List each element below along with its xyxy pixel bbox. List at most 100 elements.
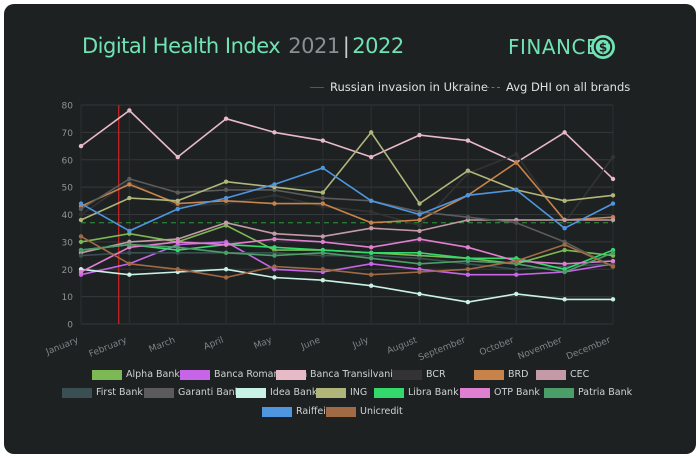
x-tick-label: September	[417, 335, 467, 363]
data-point	[272, 275, 277, 280]
data-point	[417, 212, 422, 217]
series-line	[80, 243, 614, 271]
data-point	[78, 253, 84, 258]
data-point	[127, 250, 132, 256]
data-point	[417, 269, 422, 275]
legend-swatch	[180, 370, 210, 380]
y-tick-label: 10	[62, 293, 74, 303]
data-point	[272, 236, 277, 242]
data-point	[417, 132, 422, 138]
series-line	[80, 268, 613, 303]
legend-label: Libra Bank	[408, 387, 459, 398]
legend-label: BRD	[508, 369, 529, 380]
data-point	[562, 217, 567, 223]
data-point	[127, 176, 132, 182]
data-point	[127, 195, 132, 201]
data-point	[514, 152, 519, 157]
data-point	[320, 267, 326, 272]
data-point	[562, 242, 567, 247]
series-line	[80, 241, 614, 276]
data-point	[417, 261, 422, 266]
data-point	[223, 275, 229, 280]
data-point	[223, 187, 229, 193]
legend-swatch	[62, 388, 92, 398]
data-point	[465, 245, 471, 250]
legend-swatch	[144, 388, 174, 398]
data-point	[368, 256, 374, 261]
data-point	[610, 258, 616, 264]
series-line	[80, 178, 614, 268]
data-point	[175, 198, 180, 204]
year-2021: 2021	[288, 34, 340, 58]
data-point	[320, 278, 326, 283]
series-line	[80, 235, 614, 279]
legend-swatch	[262, 407, 292, 417]
y-tick-label: 70	[62, 129, 74, 139]
data-point	[514, 258, 519, 264]
data-point	[514, 291, 519, 297]
data-point	[465, 267, 471, 272]
data-point	[78, 239, 84, 245]
data-point	[272, 193, 277, 198]
chart-card: Digital Health Index 2021 | 2022 FINANCE $ …	[4, 4, 696, 454]
series-line	[80, 243, 614, 273]
y-tick-label: 20	[62, 266, 74, 276]
legend-label: Banca Transilvania	[310, 369, 399, 380]
data-point	[465, 215, 471, 220]
data-point	[610, 176, 616, 182]
data-point	[368, 225, 374, 231]
legend-label: BCR	[426, 369, 446, 380]
data-point	[175, 154, 180, 160]
data-point	[272, 182, 277, 187]
data-point	[562, 225, 567, 231]
data-point	[272, 245, 277, 250]
data-point	[78, 234, 84, 239]
dollar-refresh-icon: $	[591, 35, 615, 59]
data-point	[562, 247, 567, 253]
legend-label: Alpha Bank	[126, 369, 180, 380]
data-point	[417, 250, 422, 256]
data-point	[320, 165, 326, 171]
data-point	[562, 269, 567, 275]
data-point	[514, 272, 519, 277]
x-tick-label: February	[88, 335, 129, 359]
x-tick-label: March	[148, 336, 177, 356]
legend-label: Garanti Bank	[178, 387, 241, 398]
data-point	[610, 154, 616, 160]
data-point	[127, 261, 132, 266]
data-point	[368, 154, 374, 160]
data-point	[127, 108, 132, 113]
data-point	[78, 206, 84, 212]
legend-label: Idea Bank	[270, 387, 318, 398]
data-point	[465, 299, 471, 305]
data-point	[465, 138, 471, 143]
data-point	[465, 258, 471, 264]
data-point	[368, 272, 374, 277]
data-point	[175, 245, 180, 250]
data-point	[368, 209, 374, 214]
x-tick-label: January	[44, 335, 81, 358]
series-line	[80, 131, 614, 221]
data-point	[417, 256, 422, 261]
legend-label: ING	[350, 387, 368, 398]
x-tick-label: May	[253, 335, 275, 351]
data-point	[562, 130, 567, 135]
legend-label: Unicredit	[360, 406, 403, 417]
x-tick-label: June	[299, 335, 322, 352]
data-point	[368, 245, 374, 250]
data-point	[610, 217, 616, 223]
series-line	[80, 153, 614, 227]
legend-label: CEC	[570, 369, 590, 380]
data-point	[610, 250, 616, 256]
data-point	[320, 190, 326, 195]
data-point	[417, 291, 422, 297]
data-point	[78, 201, 84, 206]
data-point	[320, 195, 326, 201]
data-point	[272, 231, 277, 236]
data-point	[127, 228, 132, 234]
data-point	[610, 264, 616, 269]
title-text: Digital Health Index	[82, 34, 281, 58]
data-point	[272, 201, 277, 206]
data-point	[368, 198, 374, 204]
legend-swatch	[236, 388, 266, 398]
